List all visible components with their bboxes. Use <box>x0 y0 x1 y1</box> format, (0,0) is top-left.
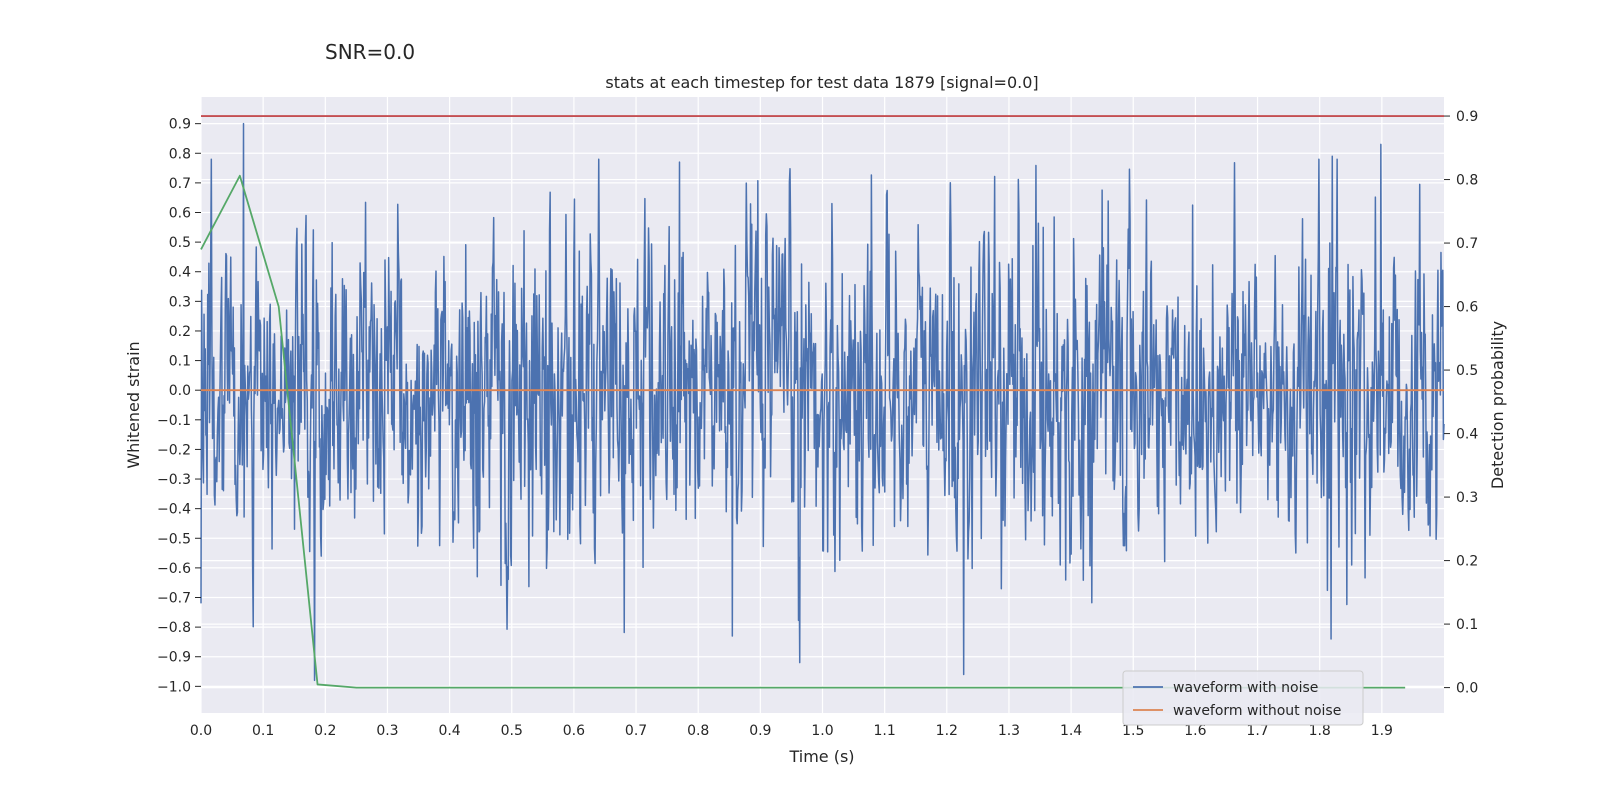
chart-title: stats at each timestep for test data 187… <box>605 73 1038 92</box>
y2-tick-label: 0.3 <box>1456 490 1478 506</box>
y-tick-label: 0.2 <box>169 324 191 340</box>
figure-suptitle: SNR=0.0 <box>325 40 416 64</box>
y-tick-label: −0.7 <box>157 591 191 607</box>
y-tick-label: 0.9 <box>169 117 191 133</box>
y-tick-label: 0.3 <box>169 294 191 310</box>
x-tick-label: 0.1 <box>252 723 274 739</box>
y2-tick-label: 0.2 <box>1456 554 1478 570</box>
x-tick-label: 1.6 <box>1184 723 1206 739</box>
y-tick-label: −1.0 <box>157 679 191 695</box>
series-line-0 <box>200 122 1445 682</box>
y-tick-label: 0.4 <box>169 265 191 281</box>
x-tick-label: 1.8 <box>1309 723 1331 739</box>
x-tick-label: 0.6 <box>563 723 585 739</box>
x-tick-label: 1.5 <box>1122 723 1144 739</box>
x-tick-label: 1.2 <box>936 723 958 739</box>
y2-tick-label: 0.8 <box>1456 173 1478 189</box>
x-tick-label: 0.5 <box>501 723 523 739</box>
y2-axis-label: Detection probability <box>1488 321 1507 489</box>
x-tick-label: 1.9 <box>1371 723 1393 739</box>
x-tick-label: 1.3 <box>998 723 1020 739</box>
x-tick-label: 0.8 <box>687 723 709 739</box>
y-tick-label: −0.4 <box>157 502 191 518</box>
y2-tick-label: 0.4 <box>1456 427 1478 443</box>
y-tick-label: −0.8 <box>157 620 191 636</box>
x-tick-label: 0.4 <box>438 723 460 739</box>
y-tick-label: −0.9 <box>157 650 191 666</box>
x-tick-label: 1.0 <box>811 723 833 739</box>
y2-tick-label: 0.5 <box>1456 363 1478 379</box>
y-tick-label: 0.1 <box>169 354 191 370</box>
x-tick-label: 0.7 <box>625 723 647 739</box>
y2-tick-label: 0.7 <box>1456 236 1478 252</box>
x-tick-label: 0.2 <box>314 723 336 739</box>
legend-label: waveform without noise <box>1173 703 1341 719</box>
x-tick-label: 1.4 <box>1060 723 1082 739</box>
y-tick-label: 0.7 <box>169 176 191 192</box>
y-tick-label: 0.8 <box>169 146 191 162</box>
y-axis-label: Whitened strain <box>124 341 143 468</box>
legend-box <box>1122 670 1364 726</box>
x-tick-label: 0.0 <box>190 723 212 739</box>
y-tick-label: 0.6 <box>169 206 191 222</box>
y-tick-label: 0.5 <box>169 235 191 251</box>
y-tick-label: −0.3 <box>157 472 191 488</box>
y2-tick-label: 0.1 <box>1456 617 1478 633</box>
y-tick-label: −0.2 <box>157 442 191 458</box>
y2-tick-label: 0.9 <box>1456 109 1478 125</box>
legend: waveform with noise waveform without nois… <box>1122 670 1364 726</box>
y-tick-label: −0.1 <box>157 413 191 429</box>
x-axis-label: Time (s) <box>788 747 854 766</box>
y-tick-label: −0.6 <box>157 561 191 577</box>
x-tick-label: 0.3 <box>376 723 398 739</box>
ticks: 0.0 0.1 0.2 0.3 0.4 0.5 0.6 0.7 0.8 0.9 1.0 1.1 1.2 1… <box>157 109 1478 739</box>
legend-label: waveform with noise <box>1173 680 1318 696</box>
y-tick-label: −0.5 <box>157 531 191 547</box>
y2-tick-label: 0.0 <box>1456 681 1478 697</box>
y2-tick-label: 0.6 <box>1456 300 1478 316</box>
x-tick-label: 1.7 <box>1246 723 1268 739</box>
y-tick-label: 0.0 <box>169 383 191 399</box>
x-tick-label: 0.9 <box>749 723 771 739</box>
x-tick-label: 1.1 <box>874 723 896 739</box>
